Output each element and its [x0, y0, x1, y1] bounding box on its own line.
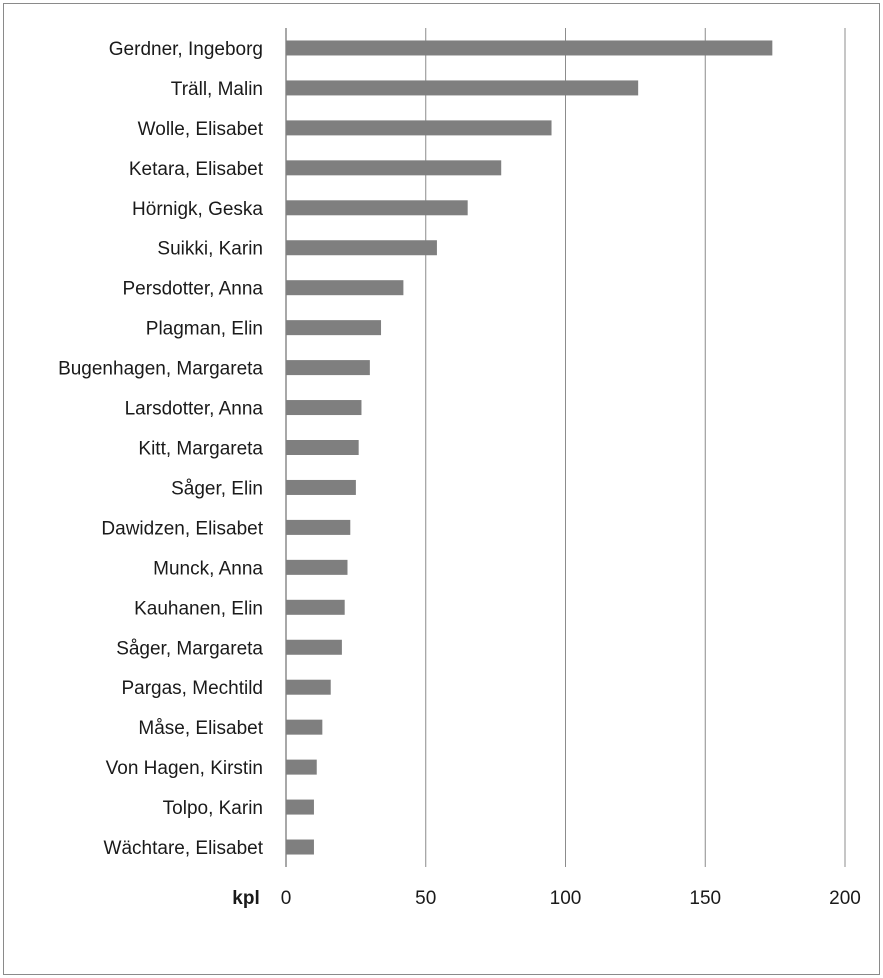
- x-tick-label: 150: [689, 888, 721, 909]
- category-label: Gerdner, Ingeborg: [109, 39, 263, 60]
- x-tick-label: 100: [550, 888, 582, 909]
- category-label: Wolle, Elisabet: [138, 119, 264, 140]
- bar: [286, 639, 342, 655]
- bar: [286, 679, 331, 695]
- gridlines: [285, 28, 846, 867]
- bar: [286, 719, 323, 735]
- x-tick-label: 50: [415, 888, 436, 909]
- category-label: Hörnigk, Geska: [132, 199, 263, 220]
- bar: [286, 280, 404, 296]
- category-label: Träll, Malin: [171, 79, 263, 100]
- bars: [286, 40, 773, 855]
- bar: [286, 479, 356, 495]
- category-label: Kauhanen, Elin: [134, 598, 263, 619]
- x-tick-labels: 0 50 100 150 200: [281, 888, 861, 909]
- category-label: Såger, Margareta: [116, 638, 263, 659]
- category-label: Ketara, Elisabet: [129, 159, 264, 180]
- category-label: Plagman, Elin: [146, 319, 263, 340]
- x-axis-title: kpl: [232, 888, 259, 909]
- bar: [286, 400, 362, 416]
- category-label: Persdotter, Anna: [123, 279, 264, 300]
- category-label: Kitt, Margareta: [138, 439, 263, 460]
- bar: [286, 839, 314, 855]
- bar: [286, 40, 773, 56]
- category-label: Wächtare, Elisabet: [104, 838, 264, 859]
- category-label: Pargas, Mechtild: [121, 678, 263, 699]
- bar: [286, 320, 382, 336]
- bar: [286, 519, 351, 535]
- category-label: Bugenhagen, Margareta: [58, 359, 263, 380]
- bar: [286, 759, 317, 775]
- bar: [286, 599, 345, 615]
- category-label: Dawidzen, Elisabet: [101, 518, 263, 539]
- x-tick-label: 0: [281, 888, 292, 909]
- bar: [286, 799, 314, 815]
- x-tick-label: 200: [829, 888, 861, 909]
- category-label: Måse, Elisabet: [138, 718, 263, 739]
- bar: [286, 200, 468, 216]
- bar: [286, 360, 370, 376]
- category-label: Såger, Elin: [171, 478, 263, 499]
- category-label: Munck, Anna: [153, 558, 263, 579]
- bar: [286, 559, 348, 575]
- category-label: Suikki, Karin: [157, 239, 263, 260]
- bar: [286, 240, 437, 256]
- category-label: Larsdotter, Anna: [125, 399, 264, 420]
- category-label: Tolpo, Karin: [163, 798, 263, 819]
- bar: [286, 160, 502, 176]
- bar: [286, 80, 639, 96]
- bar: [286, 440, 359, 455]
- category-label: Von Hagen, Kirstin: [106, 758, 263, 779]
- bar: [286, 120, 552, 136]
- category-labels: Gerdner, Ingeborg Träll, Malin Wolle, Elis…: [58, 39, 264, 859]
